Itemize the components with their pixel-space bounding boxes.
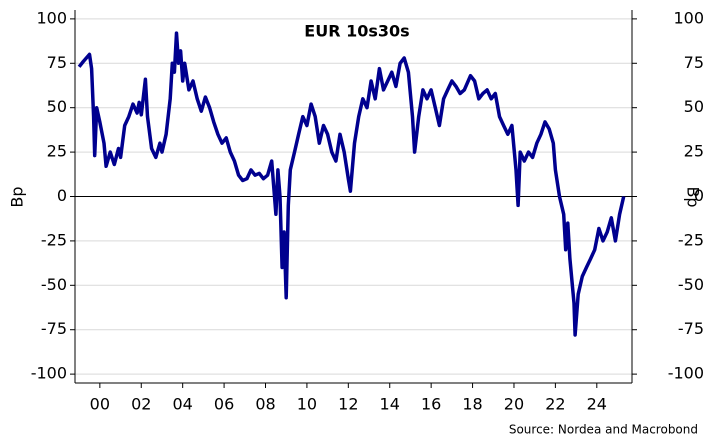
y2-tick-label: -25 — [678, 230, 704, 249]
x-tick-label: 04 — [172, 395, 192, 414]
y-tick-label: 100 — [36, 8, 67, 27]
x-tick-label: 16 — [421, 395, 441, 414]
y2-axis-label: Bp — [684, 186, 703, 207]
y-tick-label: 50 — [47, 97, 67, 116]
x-tick-label: 08 — [255, 395, 275, 414]
y2-tick-label: -75 — [678, 319, 704, 338]
y-tick-label: -25 — [41, 230, 67, 249]
y-tick-label: 25 — [47, 142, 67, 161]
source: Source: Nordea and Macrobond — [509, 423, 698, 437]
x-tick-label: 06 — [214, 395, 234, 414]
y-tick-label: 0 — [57, 186, 67, 205]
chart-title: EUR 10s30s — [304, 22, 409, 41]
y2-tick-label: -50 — [678, 275, 704, 294]
x-tick-label: 10 — [297, 395, 317, 414]
x-tick-label: 24 — [587, 395, 607, 414]
x-tick-label: 14 — [380, 395, 400, 414]
y2-tick-label: -100 — [668, 364, 704, 383]
y2-tick-label: 50 — [684, 97, 704, 116]
x-tick-label: 02 — [131, 395, 151, 414]
y2-tick-label: 0 — [694, 186, 704, 205]
y2-tick-label: 75 — [684, 53, 704, 72]
y-tick-label: -50 — [41, 275, 67, 294]
y-axis-label: Bp — [8, 186, 27, 207]
x-tick-label: 20 — [504, 395, 524, 414]
y2-tick-label: 25 — [684, 142, 704, 161]
x-tick-label: 12 — [338, 395, 358, 414]
x-tick-label: 00 — [90, 395, 110, 414]
y-tick-label: -75 — [41, 319, 67, 338]
x-tick-label: 18 — [462, 395, 482, 414]
series-line — [77, 31, 626, 337]
y-tick-label: -100 — [31, 364, 67, 383]
x-tick-label: 22 — [545, 395, 565, 414]
y-tick-label: 75 — [47, 53, 67, 72]
y2-tick-label: 100 — [673, 8, 704, 27]
